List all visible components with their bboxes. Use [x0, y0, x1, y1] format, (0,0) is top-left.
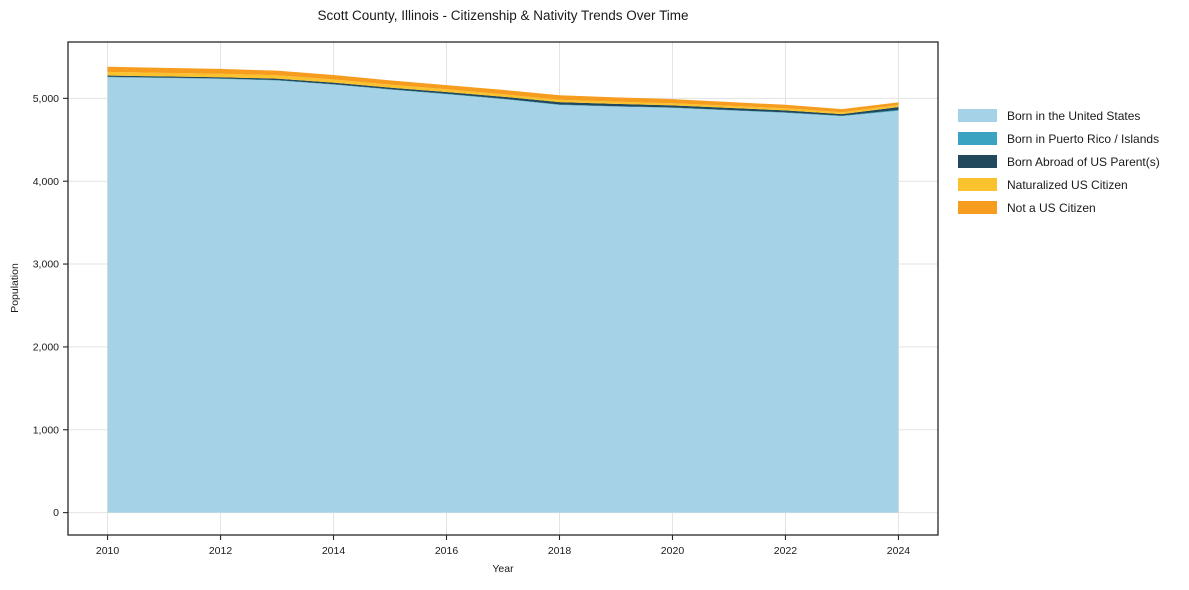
- x-tick-label: 2012: [209, 545, 233, 557]
- y-tick-label: 1,000: [33, 424, 59, 436]
- x-axis-label: Year: [492, 563, 514, 575]
- y-tick-label: 2,000: [33, 342, 59, 354]
- y-tick-label: 3,000: [33, 259, 59, 271]
- legend-item: Born in Puerto Rico / Islands: [958, 127, 1160, 150]
- x-tick-label: 2020: [661, 545, 685, 557]
- x-tick-label: 2016: [435, 545, 459, 557]
- y-axis-label: Population: [9, 263, 21, 313]
- legend-swatch: [958, 109, 997, 122]
- x-tick-label: 2014: [322, 545, 346, 557]
- legend-swatch: [958, 132, 997, 145]
- legend-item: Not a US Citizen: [958, 196, 1160, 219]
- legend-label: Born in the United States: [1007, 108, 1141, 123]
- area-series-0: [107, 77, 899, 513]
- legend-item: Naturalized US Citizen: [958, 173, 1160, 196]
- legend-label: Born in Puerto Rico / Islands: [1007, 131, 1160, 146]
- y-tick-label: 5,000: [33, 93, 59, 105]
- x-tick-label: 2018: [548, 545, 572, 557]
- area-series-4: [107, 66, 899, 113]
- y-tick-label: 4,000: [33, 176, 59, 188]
- legend-swatch: [958, 155, 997, 168]
- legend-swatch: [958, 178, 997, 191]
- legend-label: Not a US Citizen: [1007, 200, 1096, 215]
- x-tick-label: 2024: [887, 545, 911, 557]
- legend-item: Born in the United States: [958, 104, 1160, 127]
- legend-label: Born Abroad of US Parent(s): [1007, 154, 1160, 169]
- x-tick-label: 2010: [96, 545, 120, 557]
- legend-label: Naturalized US Citizen: [1007, 177, 1128, 192]
- chart-title: Scott County, Illinois - Citizenship & N…: [317, 8, 689, 23]
- legend-swatch: [958, 201, 997, 214]
- legend-item: Born Abroad of US Parent(s): [958, 150, 1160, 173]
- y-tick-label: 0: [53, 507, 59, 519]
- legend: Born in the United States Born in Puerto …: [958, 104, 1160, 219]
- plot-border: [67, 41, 939, 536]
- x-tick-label: 2022: [774, 545, 798, 557]
- area-series-3: [107, 71, 899, 115]
